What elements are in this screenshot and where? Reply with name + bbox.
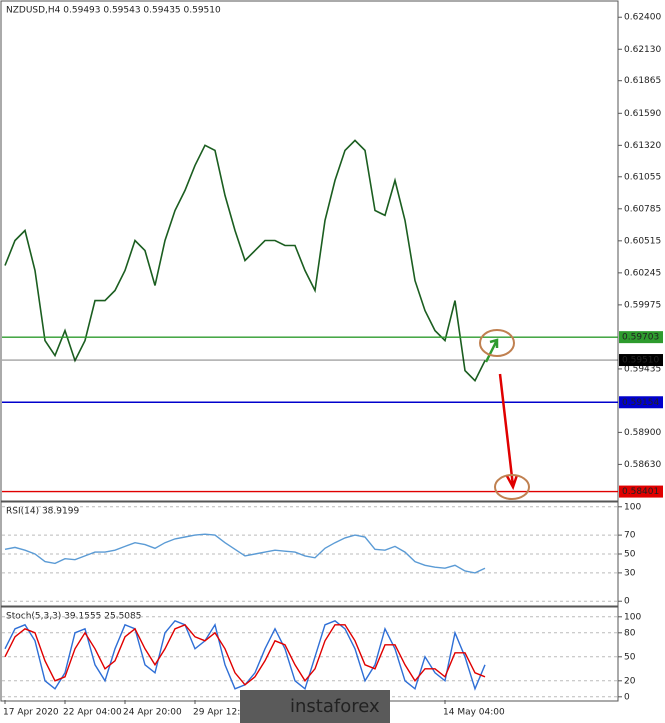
x-tick-label: 17 Apr 2020 (3, 708, 59, 718)
y-tick-label: 0.62130 (624, 45, 661, 55)
x-tick-label: 24 Apr 20:00 (123, 708, 182, 718)
y-tick-label: 0.59435 (624, 364, 661, 374)
y-tick-label: 0.61055 (624, 172, 661, 182)
y-tick-label: 20 (624, 676, 636, 686)
y-tick-label: 0.61320 (624, 141, 661, 151)
y-tick-label: 0.58900 (624, 428, 661, 438)
watermark-box (240, 690, 390, 723)
x-tick-label: 29 Apr 12:00 (193, 708, 252, 718)
y-tick-label: 30 (624, 568, 636, 578)
series-line (4, 623, 486, 686)
y-tick-label: 0.58630 (624, 460, 661, 470)
level-label-box (619, 354, 663, 367)
level-label-box (619, 331, 663, 344)
forecast-arrow-down (498, 373, 519, 491)
level-label-box (619, 396, 663, 409)
series-line (4, 533, 486, 574)
y-tick-label: 0.60245 (624, 268, 661, 278)
level-label: 0.59154 (622, 398, 659, 408)
series-line (4, 139, 486, 383)
forecast-arrow-up (484, 338, 499, 363)
level-label: 0.59510 (622, 356, 659, 366)
target-circle (494, 474, 530, 500)
y-tick-label: 100 (624, 502, 641, 512)
y-tick-label: 0.62400 (624, 13, 661, 23)
y-tick-label: 0.59975 (624, 300, 661, 310)
panel-title: RSI(14) 38.9199 (6, 507, 79, 517)
y-tick-label: 0 (624, 597, 630, 607)
y-tick-label: 0.60515 (624, 236, 661, 246)
watermark: instaforex (290, 696, 380, 717)
level-label: 0.59703 (622, 333, 659, 343)
level-label: 0.58401 (622, 487, 659, 497)
y-tick-label: 50 (624, 652, 636, 662)
x-tick-label: 22 Apr 04:00 (63, 708, 122, 718)
panel-title: Stoch(5,3,3) 39.1555 25.5085 (6, 612, 141, 622)
y-tick-label: 100 (624, 612, 641, 622)
level-label-box (619, 485, 663, 498)
y-tick-label: 80 (624, 628, 636, 638)
y-tick-label: 0.61590 (624, 109, 661, 119)
y-tick-label: 0.61865 (624, 76, 661, 86)
y-tick-label: 70 (624, 531, 636, 541)
y-tick-label: 50 (624, 550, 636, 560)
panel-title: NZDUSD,H4 0.59493 0.59543 0.59435 0.5951… (6, 6, 221, 16)
panel (0, 0, 619, 502)
target-circle (479, 329, 515, 357)
y-tick-label: 0.60785 (624, 204, 661, 214)
y-tick-label: 0 (624, 692, 630, 702)
x-tick-label: 14 May 04:00 (443, 708, 505, 718)
